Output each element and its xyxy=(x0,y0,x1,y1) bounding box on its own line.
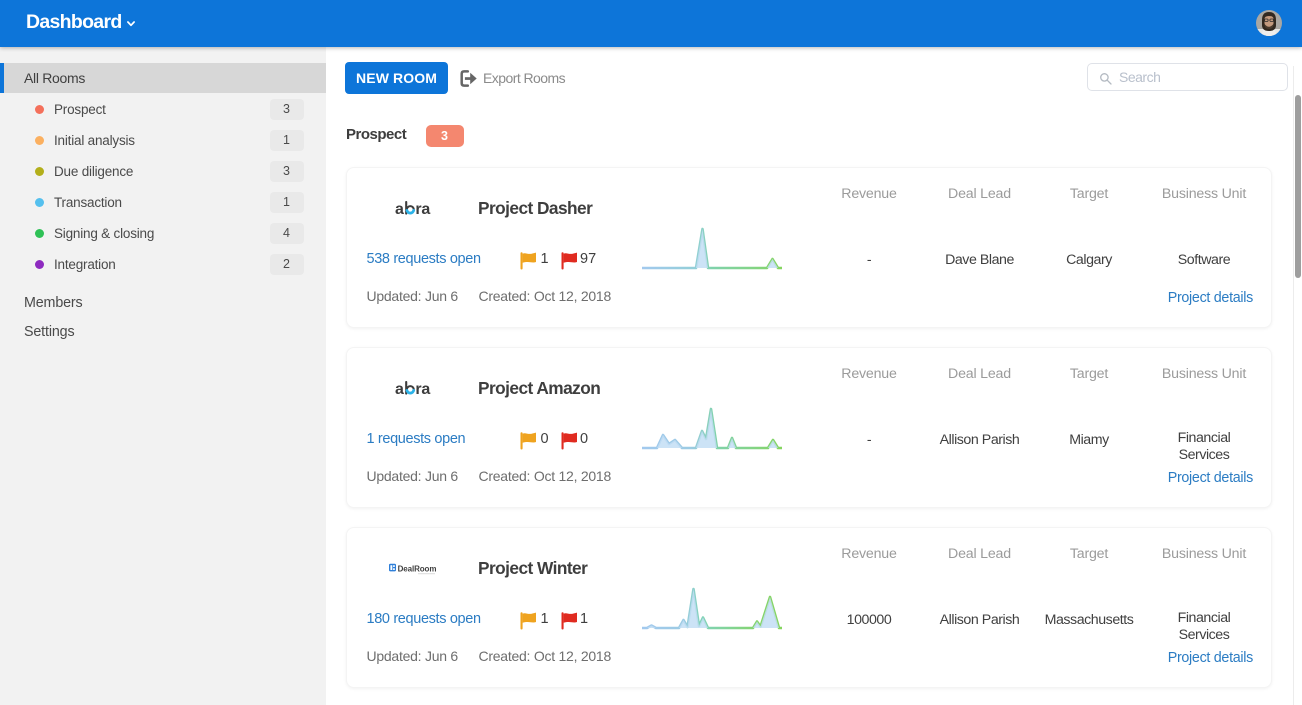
svg-text:a: a xyxy=(395,201,404,216)
svg-text:DealRoom: DealRoom xyxy=(398,564,437,573)
svg-text:ra: ra xyxy=(415,201,430,216)
svg-text:ra: ra xyxy=(415,381,430,396)
svg-text:a: a xyxy=(395,381,404,396)
